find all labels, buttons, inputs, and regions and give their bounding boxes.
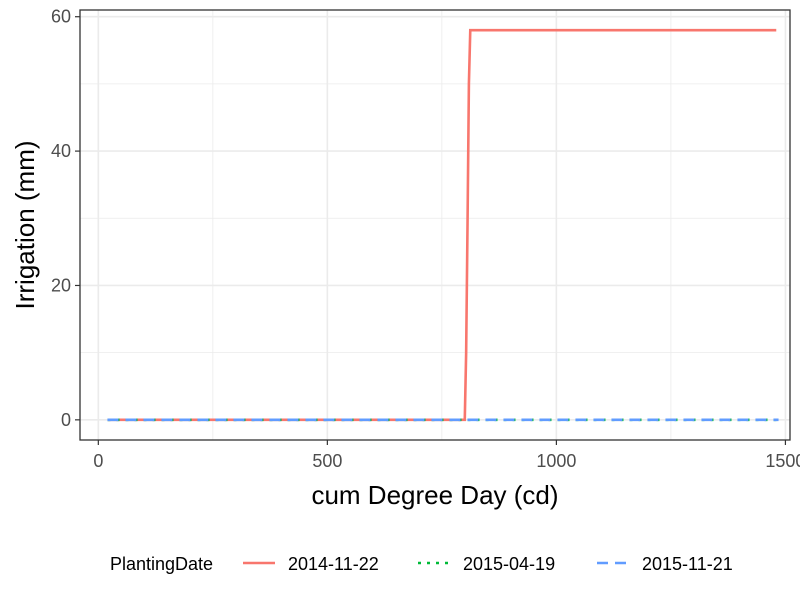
y-axis-title: Irrigation (mm) (10, 140, 40, 309)
legend-label: 2014-11-22 (288, 554, 379, 574)
y-tick-label: 60 (51, 7, 71, 27)
series-layer (107, 28, 779, 422)
legend: PlantingDate 2014-11-22 2015-04-19 2015-11… (110, 554, 733, 574)
series-line-2014-11-22 (107, 28, 777, 422)
x-tick-label: 1000 (536, 451, 576, 471)
plot-border (79, 9, 791, 441)
x-axis-title: cum Degree Day (cd) (311, 480, 558, 510)
x-tick-label: 0 (93, 451, 103, 471)
plot-panel (80, 10, 790, 440)
y-tick-label: 0 (61, 410, 71, 430)
legend-label: 2015-04-19 (463, 554, 555, 574)
grid-minor (80, 10, 790, 440)
y-tick-label: 40 (51, 141, 71, 161)
legend-title: PlantingDate (110, 554, 213, 574)
y-axis: 0 20 40 60 (51, 7, 80, 430)
y-tick-label: 20 (51, 275, 71, 295)
legend-label: 2015-11-21 (642, 554, 733, 574)
x-tick-label: 500 (312, 451, 342, 471)
